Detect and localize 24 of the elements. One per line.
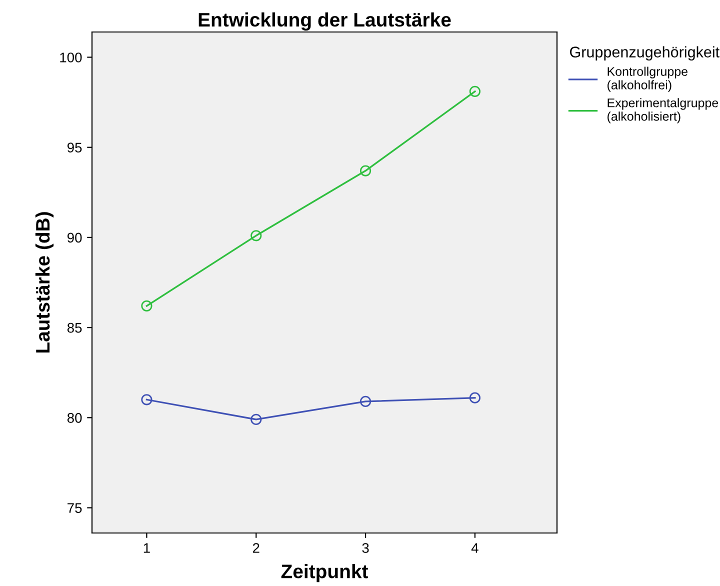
point — [469, 392, 480, 404]
legend-title: Gruppenzugehörigkeit — [570, 46, 720, 60]
chart-title: Entwicklung der Lautstärke — [198, 12, 451, 31]
point — [250, 230, 262, 242]
y-tick-label: 80 — [67, 412, 82, 423]
x-tick-label: 1 — [144, 543, 150, 553]
point — [141, 300, 152, 312]
x-axis-title: Zeitpunkt — [281, 564, 368, 582]
point — [360, 396, 372, 407]
y-tick-label: 95 — [67, 142, 82, 153]
point — [250, 414, 262, 426]
point — [360, 165, 372, 176]
x-tick-label: 3 — [362, 543, 369, 553]
y-axis-title: Lautstärke (dB) — [35, 212, 54, 352]
x-tick-label: 4 — [471, 543, 478, 553]
y-tick-label: 85 — [67, 322, 82, 333]
y-tick-label: 100 — [60, 52, 82, 62]
legend-label: Experimentalgruppe (alkoholisiert) — [608, 98, 718, 124]
legend-label: Kontrollgruppe (alkoholfrei) — [608, 66, 688, 92]
x-tick-label: 2 — [252, 543, 260, 553]
y-tick-label: 90 — [67, 232, 82, 243]
point — [469, 86, 480, 98]
y-tick-label: 75 — [68, 503, 82, 513]
point — [141, 394, 152, 406]
